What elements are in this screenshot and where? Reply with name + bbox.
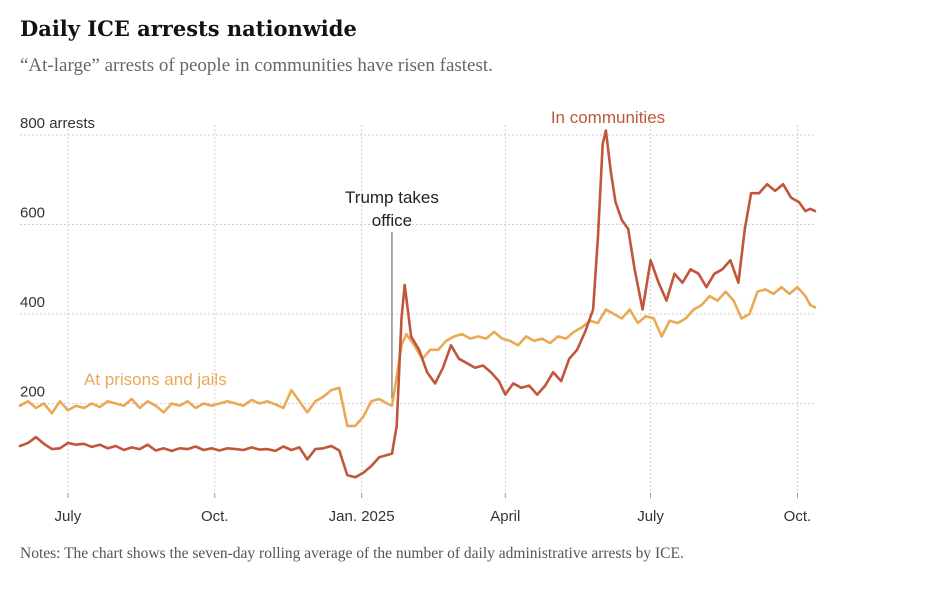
series-line-prisons [18, 285, 817, 428]
x-tick-label: April [490, 508, 520, 525]
x-tick-label: July [637, 508, 664, 525]
chart-notes: Notes: The chart shows the seven-day rol… [20, 545, 684, 562]
x-tick-label: July [55, 508, 82, 525]
annotation-text-line2: office [372, 211, 412, 230]
series-label-prisons: At prisons and jails [84, 370, 227, 389]
y-tick-label: 800 arrests [20, 115, 95, 132]
x-tick-label: Oct. [201, 508, 229, 525]
series-line-communities [18, 129, 817, 479]
x-axis-ticks: July Oct. Jan. 2025 April July Oct. [55, 493, 812, 525]
x-tick-label: Oct. [784, 508, 812, 525]
y-tick-label: 400 [20, 294, 45, 311]
gridlines [20, 125, 815, 493]
y-tick-label: 600 [20, 205, 45, 222]
series-lines [18, 129, 817, 479]
series-label-communities: In communities [551, 108, 665, 127]
x-tick-label: Jan. 2025 [329, 508, 395, 525]
line-chart: 200 400 600 800 arrests July Oct. Jan. 2025 Ap… [18, 108, 817, 525]
y-tick-label: 200 [20, 384, 45, 401]
y-axis-ticks: 200 400 600 800 arrests [20, 115, 95, 401]
chart-subtitle: “At-large” arrests of people in communit… [20, 55, 493, 76]
annotation-text-line1: Trump takes [345, 188, 439, 207]
chart-title: Daily ICE arrests nationwide [20, 16, 357, 41]
annotation: Trump takes office [345, 188, 439, 400]
